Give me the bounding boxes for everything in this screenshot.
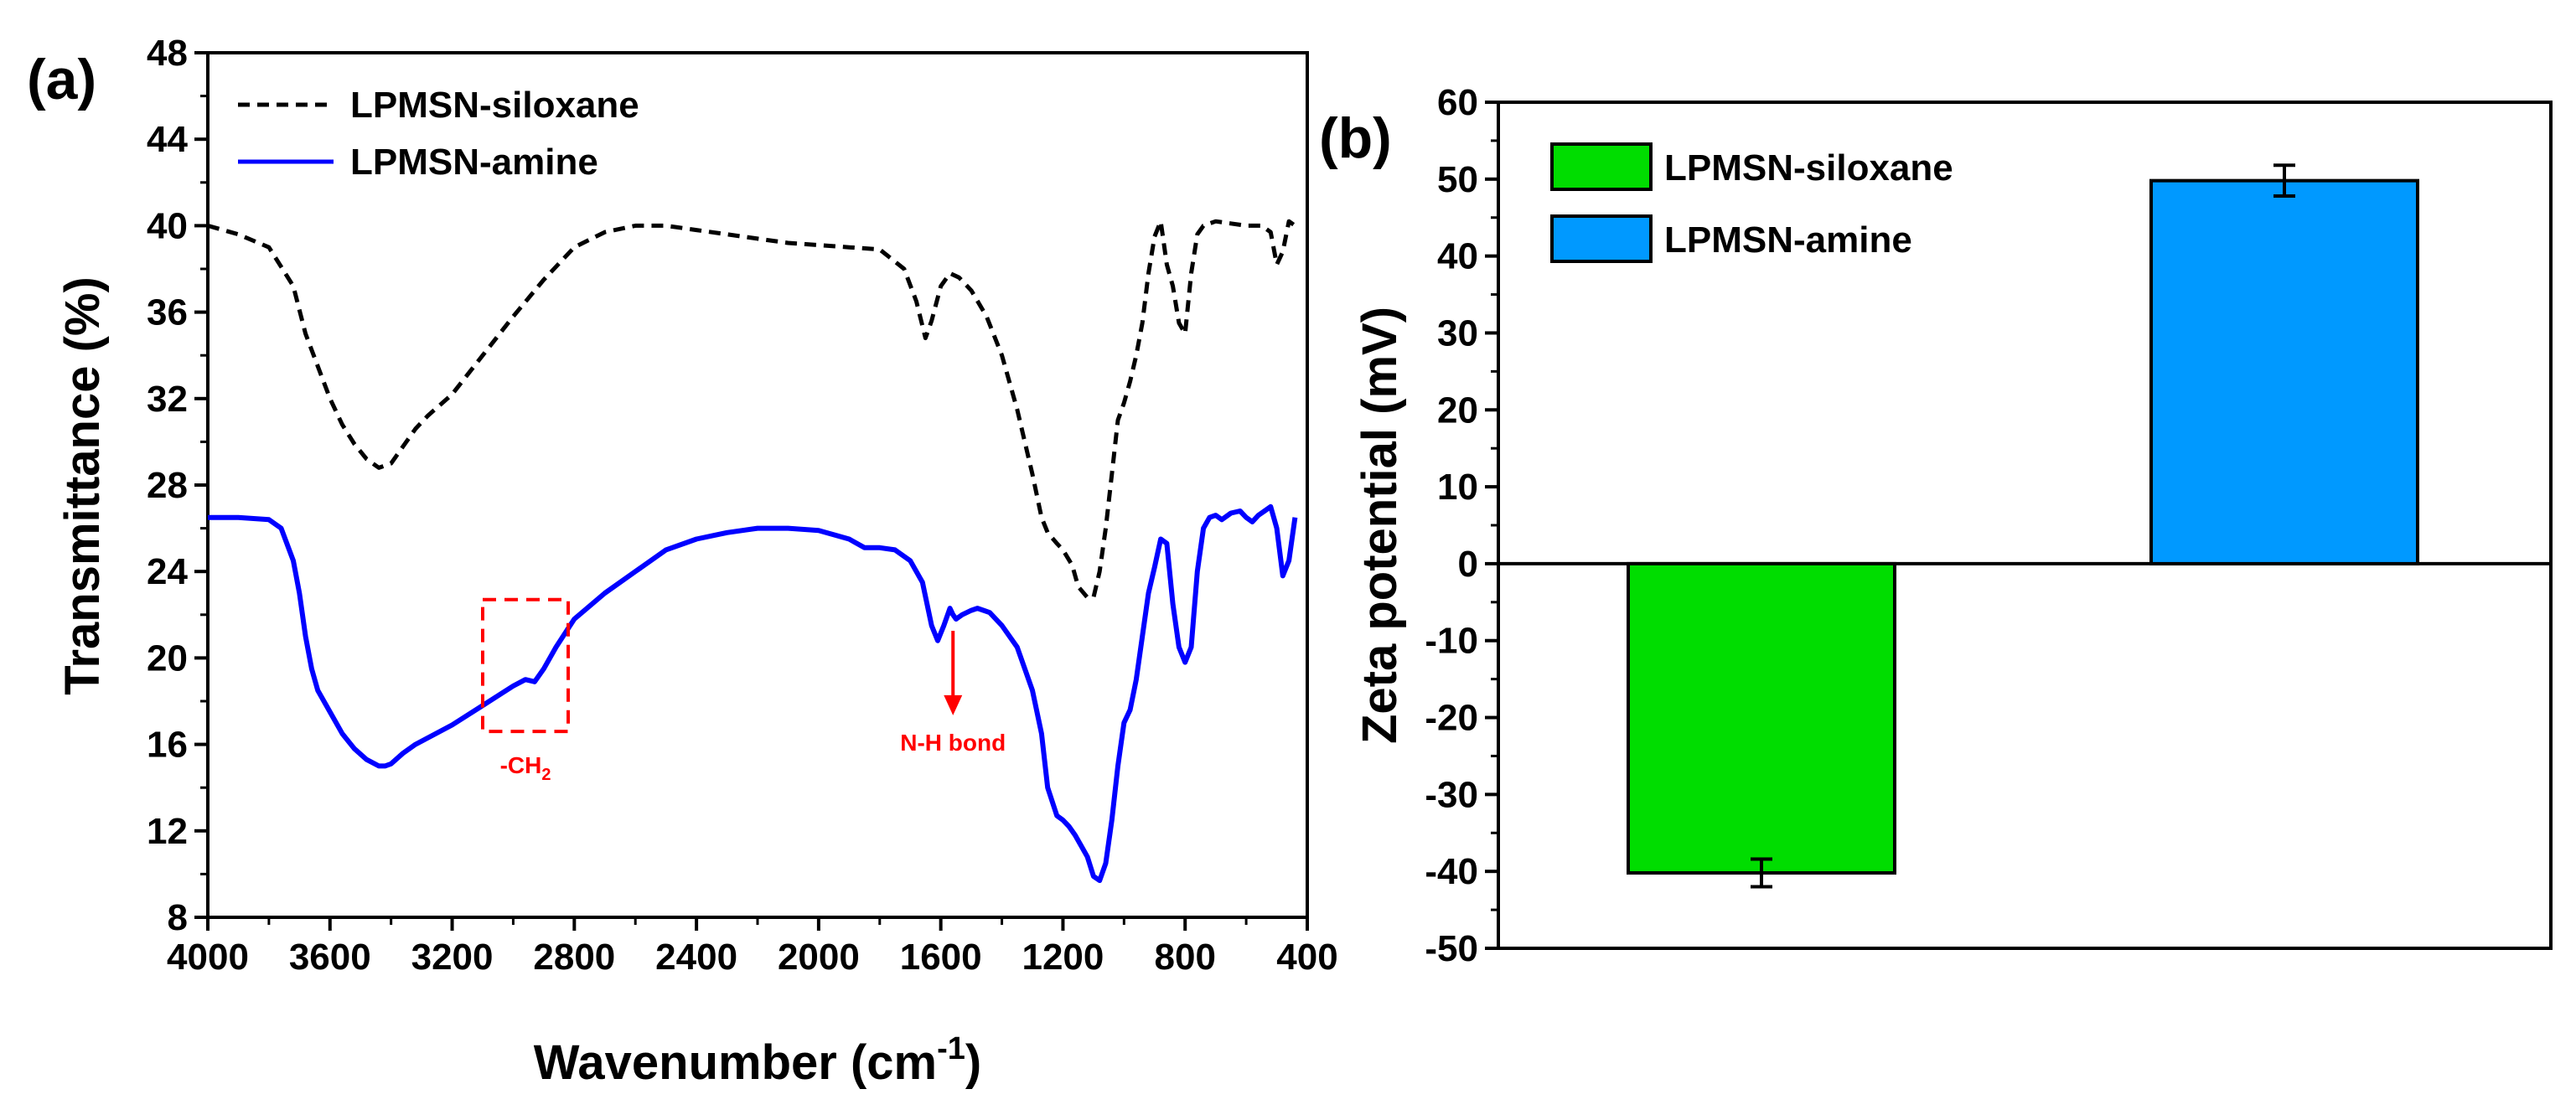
legend-label: LPMSN-amine — [1664, 219, 1912, 261]
panel-b-label: (b) — [1319, 106, 1392, 170]
ftir-x-tick-label: 3600 — [289, 937, 371, 978]
ftir-y-tick-label: 44 — [147, 119, 188, 160]
ftir-x-tick-label: 2400 — [655, 937, 737, 978]
ftir-y-tick-label: 36 — [147, 292, 188, 333]
nh-arrow-head — [944, 694, 963, 715]
zeta-bars — [1627, 163, 2419, 889]
ftir-x-tick-label: 1200 — [1022, 937, 1104, 978]
zeta-y-tick-label: -40 — [1425, 851, 1478, 892]
ftir-x-tick-label: 800 — [1155, 937, 1216, 978]
legend-swatch — [1550, 142, 1653, 191]
ftir-legend: LPMSN-siloxane LPMSN-amine — [238, 85, 639, 183]
legend-label: LPMSN-siloxane — [350, 85, 639, 126]
ftir-x-tick-label: 4000 — [167, 937, 249, 978]
ftir-y-tick-label: 28 — [147, 465, 188, 506]
ftir-x-axis-title-sup: -1 — [937, 1031, 965, 1066]
zeta-y-tick-label: 10 — [1437, 467, 1478, 508]
ftir-x-tick-label: 2800 — [533, 937, 615, 978]
ftir-x-tick-label: 3200 — [411, 937, 494, 978]
ftir-x-tick-label: 400 — [1276, 937, 1337, 978]
siloxane-spectrum-line — [207, 219, 1296, 600]
zeta-legend: LPMSN-siloxane LPMSN-amine — [1550, 142, 1953, 263]
ftir-axis-ticks: 8 12 16 20 24 28 32 36 40 44 48 4000 3600 3200 2800 240… — [147, 33, 1338, 978]
ftir-y-tick-label: 12 — [147, 811, 188, 852]
legend-label: LPMSN-amine — [350, 142, 598, 183]
siloxane-bar — [1627, 561, 1896, 875]
ftir-y-tick-label: 24 — [147, 551, 188, 592]
ftir-x-tick-label: 1600 — [900, 937, 982, 978]
ftir-y-tick-label: 32 — [147, 379, 188, 420]
panel-a-label: (a) — [27, 48, 96, 111]
zeta-y-tick-label: 50 — [1437, 159, 1478, 200]
ftir-y-tick-label: 48 — [147, 33, 188, 74]
ch2-highlight-box — [481, 597, 571, 734]
ftir-x-axis-title-main: Wavenumber (cm — [534, 1035, 937, 1090]
amine-spectrum-line — [208, 503, 1298, 884]
ftir-y-axis-title: Transmittance (%) — [55, 276, 110, 695]
ftir-y-tick-label: 8 — [168, 897, 188, 938]
ch2-label: -CH2 — [500, 752, 551, 784]
nh-bond-label: N-H bond — [900, 730, 1006, 756]
zeta-y-tick-label: -10 — [1425, 621, 1478, 662]
ftir-x-axis-title-close: ) — [965, 1035, 981, 1090]
zeta-y-tick-label: -30 — [1425, 774, 1478, 815]
ftir-x-tick-label: 2000 — [778, 937, 860, 978]
ftir-series — [207, 219, 1298, 884]
ftir-annotations: -CH2 N-H bond — [481, 597, 1006, 784]
zeta-y-tick-label: 60 — [1437, 82, 1478, 123]
zeta-y-axis-title: Zeta potential (mV) — [1353, 307, 1407, 744]
zeta-y-tick-label: 20 — [1437, 390, 1478, 431]
zeta-y-tick-label: -50 — [1425, 928, 1478, 969]
zeta-y-tick-label: -20 — [1425, 698, 1478, 739]
zeta-panel: (b) -50 -40 -30 -20 -10 0 10 20 30 40 50 60 LPMSN-s… — [1319, 82, 2553, 969]
zeta-y-tick-label: 30 — [1437, 312, 1478, 354]
zeta-y-tick-label: 0 — [1458, 544, 1478, 585]
legend-swatch — [1550, 214, 1653, 263]
ftir-y-tick-label: 20 — [147, 638, 188, 679]
ftir-x-axis-title: Wavenumber (cm-1) — [534, 1031, 981, 1090]
ftir-panel: (a) 8 12 16 20 24 28 32 36 40 44 48 4000 3600 3200 280… — [27, 33, 1338, 1090]
ftir-y-tick-label: 16 — [147, 725, 188, 766]
ftir-y-tick-label: 40 — [147, 205, 188, 246]
legend-label: LPMSN-siloxane — [1664, 147, 1953, 188]
amine-bar — [2149, 178, 2419, 565]
zeta-y-tick-label: 40 — [1437, 236, 1478, 277]
